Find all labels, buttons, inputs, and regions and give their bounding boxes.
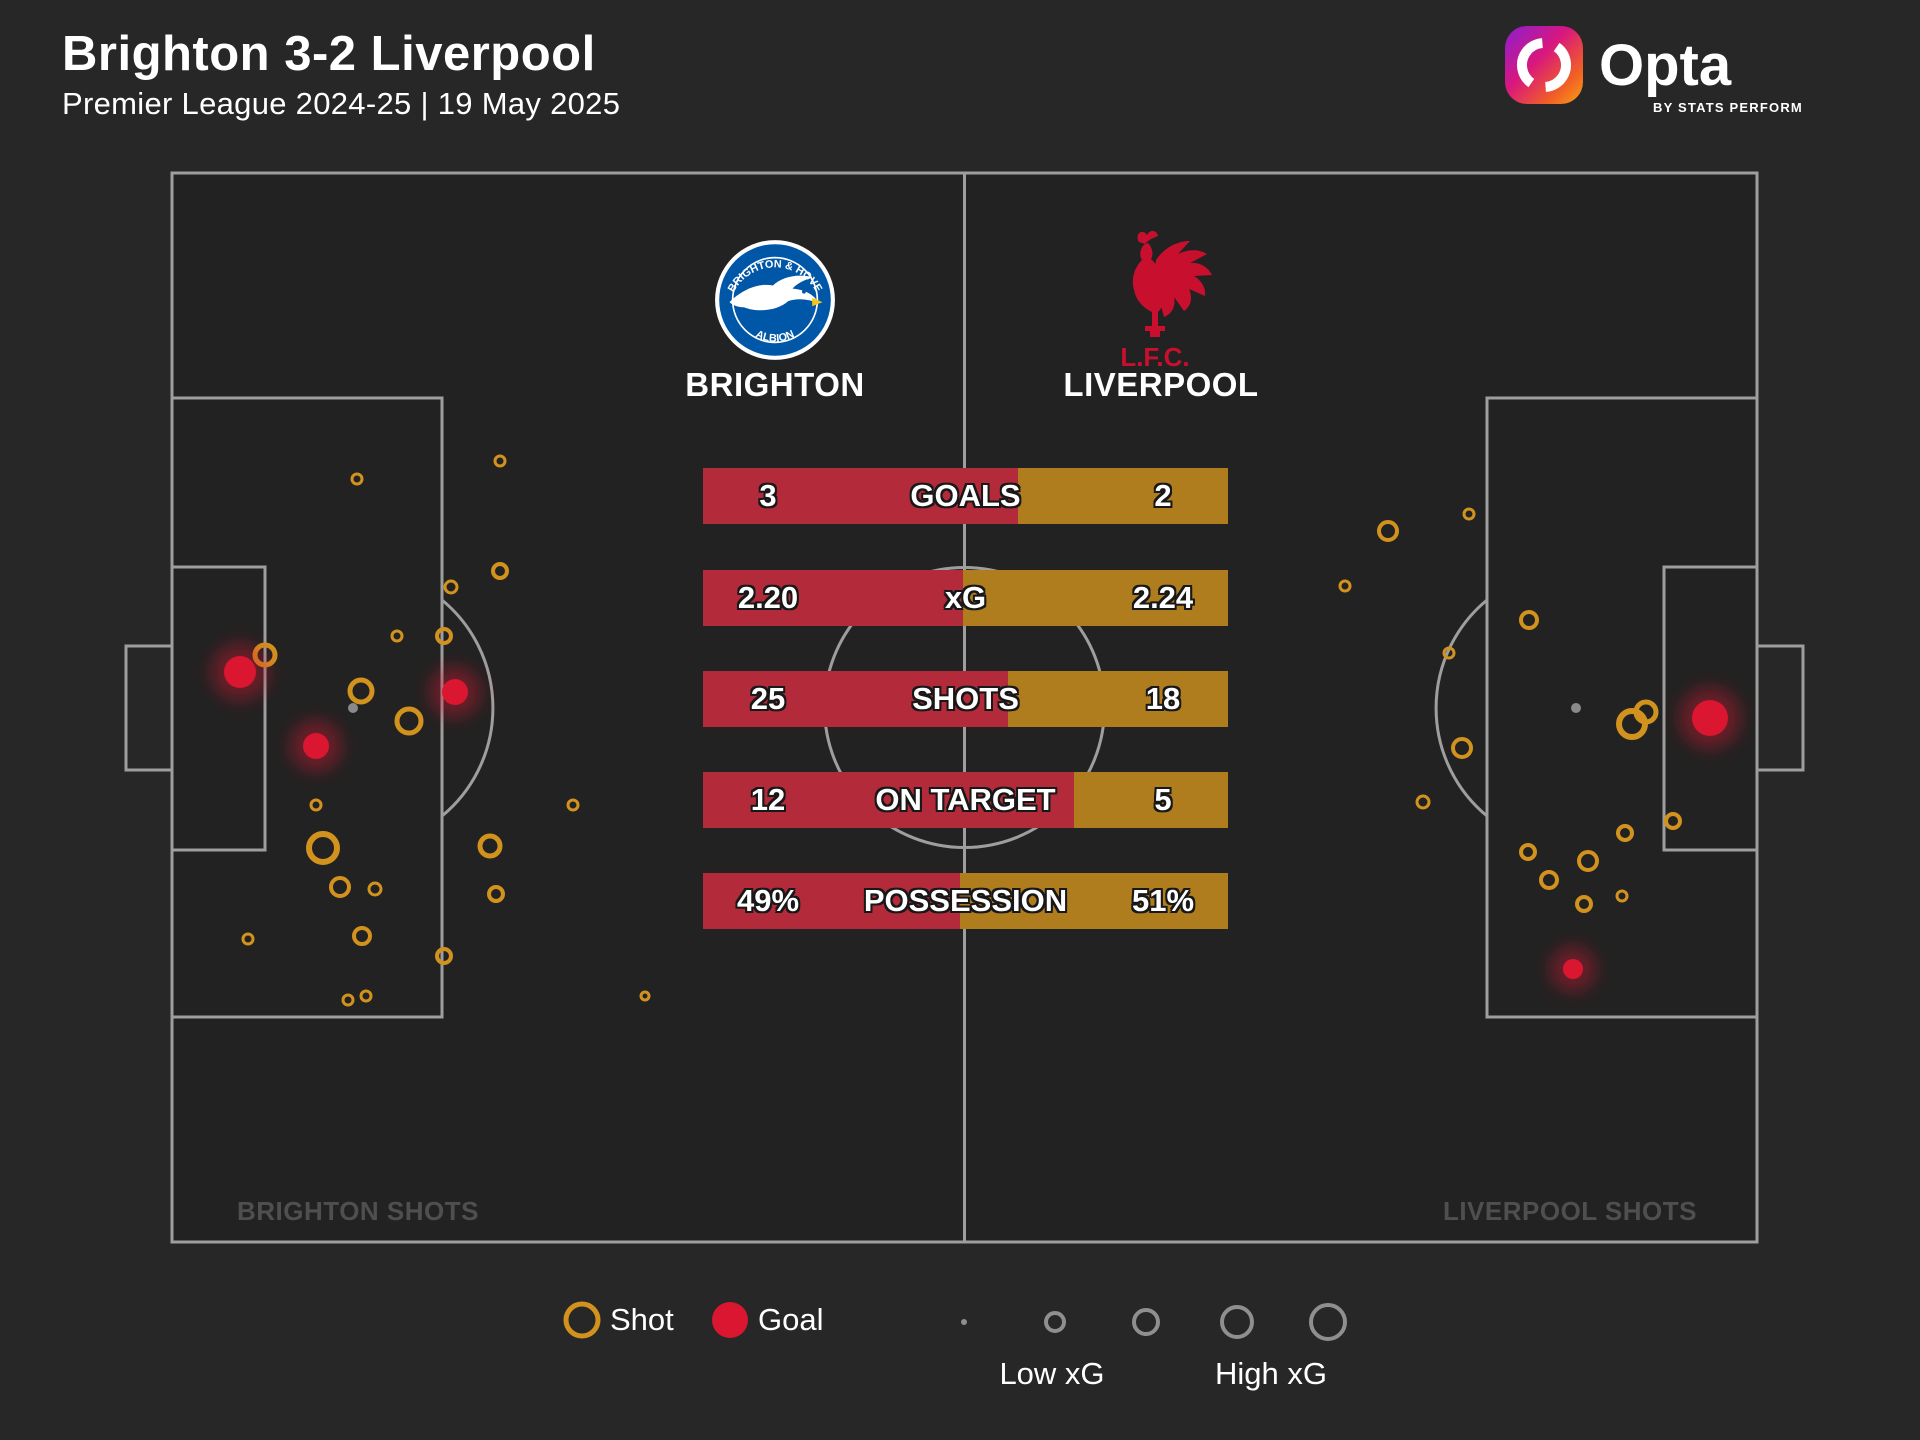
- home-team-name: BRIGHTON: [685, 366, 865, 403]
- penalty-spot-right: [1571, 703, 1581, 713]
- goal-legend-icon: [712, 1302, 748, 1338]
- page-subtitle: Premier League 2024-25 | 19 May 2025: [62, 86, 621, 121]
- goal-marker: [442, 679, 468, 705]
- lfc-text: L.F.C.: [1120, 342, 1189, 372]
- stat-away-value: 2.24: [1132, 580, 1194, 615]
- liver-bird-icon: [1132, 230, 1212, 337]
- stat-label: ON TARGET: [875, 782, 1056, 817]
- stat-away-value: 2: [1154, 478, 1172, 513]
- away-team-name: LIVERPOOL: [1063, 366, 1259, 403]
- shot-markers: [211, 454, 1741, 1007]
- xg-size-scale: [961, 1303, 1347, 1341]
- shot-marker: [487, 885, 505, 903]
- stat-row-goals: 3 GOALS 2: [703, 468, 1228, 524]
- shot-marker: [566, 798, 580, 812]
- shot-marker: [1616, 824, 1634, 842]
- shot-marker: [390, 629, 404, 643]
- shot-legend-icon: [563, 1301, 601, 1339]
- stat-home-value: 3: [759, 478, 777, 513]
- low-xg-label: Low xG: [999, 1356, 1105, 1391]
- stat-home-fill: [703, 772, 1074, 828]
- shot-marker: [435, 947, 453, 965]
- stat-row-shots: 25 SHOTS 18: [703, 671, 1228, 727]
- shot-marker: [491, 562, 509, 580]
- goal-legend-label: Goal: [758, 1302, 824, 1337]
- stat-label: xG: [944, 580, 987, 615]
- shot-marker: [309, 798, 323, 812]
- xg-scale-ring: [1309, 1303, 1347, 1341]
- shot-marker: [477, 833, 503, 859]
- away-shots-caption: LIVERPOOL SHOTS: [1442, 1196, 1697, 1226]
- home-shots-caption: BRIGHTON SHOTS: [237, 1196, 479, 1226]
- goal-marker: [1563, 959, 1583, 979]
- shot-marker: [1519, 843, 1537, 861]
- shot-marker: [1338, 579, 1352, 593]
- shot-marker: [493, 454, 507, 468]
- shot-legend-label: Shot: [610, 1302, 674, 1337]
- shot-marker: [639, 990, 651, 1002]
- xg-scale-ring: [1044, 1311, 1066, 1333]
- shot-marker: [1415, 794, 1431, 810]
- shot-marker: [1539, 870, 1559, 890]
- stat-home-fill: [703, 570, 964, 626]
- stat-home-value: 49%: [736, 883, 800, 918]
- stat-label: SHOTS: [912, 681, 1019, 716]
- stat-home-fill: [703, 671, 1009, 727]
- shot-marker: [341, 993, 355, 1007]
- stat-row-xg: 2.20 xG 2.24: [703, 570, 1228, 626]
- opta-logo: Opta BY STATS PERFORM: [1505, 24, 1885, 124]
- shot-marker: [350, 472, 364, 486]
- stat-row-on-target: 12 ON TARGET 5: [703, 772, 1228, 828]
- xg-scale-dot: [961, 1319, 967, 1325]
- shot-marker: [1615, 889, 1629, 903]
- shot-marker: [347, 677, 375, 705]
- crest-text-bottom: ALBION: [754, 328, 797, 345]
- shot-marker: [1577, 850, 1599, 872]
- goal-marker: [224, 656, 256, 688]
- stat-away-value: 18: [1145, 681, 1181, 716]
- stat-away-value: 5: [1154, 782, 1172, 817]
- shot-marker: [1462, 507, 1476, 521]
- stat-row-possession: 49% POSSESSION 51%: [703, 873, 1228, 929]
- shot-marker: [359, 989, 373, 1003]
- shot-marker: [1575, 895, 1593, 913]
- stat-home-value: 25: [750, 681, 786, 716]
- stat-home-fill: [703, 873, 961, 929]
- shot-marker: [435, 627, 453, 645]
- brighton-crest: BRIGHTON & HOVE ALBION: [715, 240, 835, 360]
- stat-label: POSSESSION: [863, 883, 1068, 918]
- opta-byline: BY STATS PERFORM: [1653, 100, 1803, 115]
- xg-scale-ring: [1132, 1308, 1160, 1336]
- shot-marker: [306, 831, 340, 865]
- stat-label: GOALS: [910, 478, 1021, 513]
- high-xg-label: High xG: [1215, 1356, 1327, 1391]
- goal-marker: [1692, 700, 1728, 736]
- stat-home-value: 12: [750, 782, 786, 817]
- opta-logo-icon: [1505, 26, 1583, 104]
- shot-marker: [1633, 699, 1659, 725]
- shot-marker: [394, 706, 424, 736]
- page-title: Brighton 3-2 Liverpool: [62, 27, 596, 81]
- stat-home-fill: [703, 468, 1018, 524]
- shot-marker: [352, 926, 372, 946]
- penalty-spot-left: [348, 703, 358, 713]
- shot-marker: [329, 876, 351, 898]
- shot-marker: [367, 881, 383, 897]
- shot-marker: [1377, 520, 1399, 542]
- seagull-icon: [729, 275, 823, 311]
- shot-marker: [443, 579, 459, 595]
- opta-wordmark: Opta: [1599, 33, 1732, 98]
- shot-marker: [1664, 812, 1682, 830]
- shot-marker: [1519, 610, 1539, 630]
- goal-marker: [303, 733, 329, 759]
- xg-scale-ring: [1220, 1305, 1254, 1339]
- stat-away-value: 51%: [1131, 883, 1195, 918]
- svg-text:ALBION: ALBION: [754, 328, 797, 345]
- stat-home-value: 2.20: [737, 580, 799, 615]
- shot-marker: [1442, 646, 1456, 660]
- shot-marker: [1451, 737, 1473, 759]
- liverpool-crest: L.F.C.: [1120, 230, 1212, 372]
- shot-marker: [241, 932, 255, 946]
